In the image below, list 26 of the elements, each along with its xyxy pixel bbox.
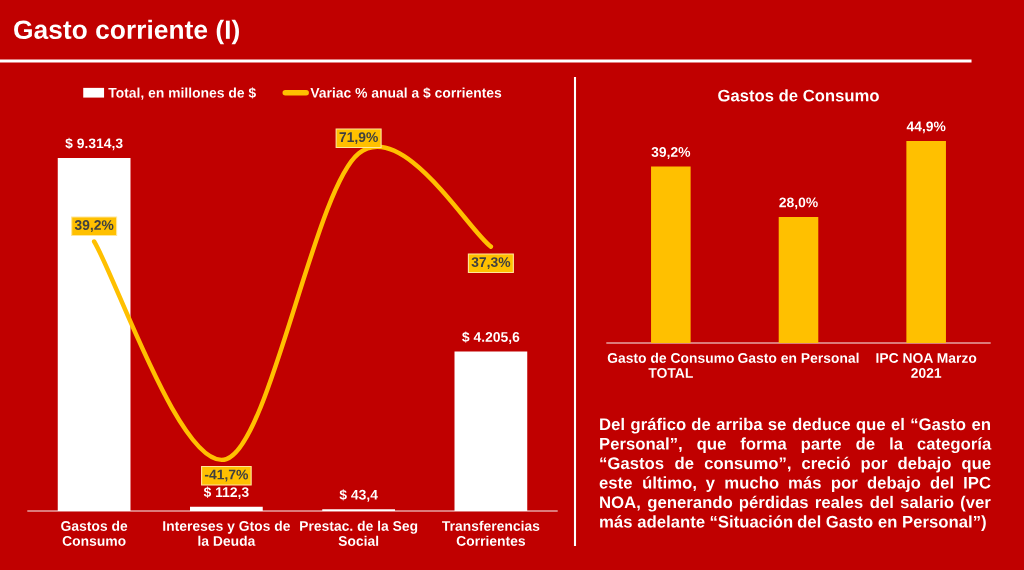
bar [57, 157, 131, 511]
data-label: 39,2% [651, 147, 691, 159]
data-label: 37,3% [471, 257, 511, 270]
chart-title: Gasto corriente (I) [14, 19, 239, 45]
x-tick-label: Gastos de Consumo [61, 520, 128, 546]
x-tick-label: Gasto en Personal [738, 352, 859, 363]
chart-title: Gastos de Consumo [718, 89, 879, 102]
data-label: 39,2% [74, 220, 114, 232]
x-tick-label: Intereses y Gtos de la Deuda [163, 520, 290, 546]
data-label: $ 112,3 [203, 486, 249, 500]
text: Del gráfico de arriba se deduce que el “Gasto en Personal”, que forma parte de la categoría “Gastos de consumo”, creció por debajo que este último, y mucho más por debajo del IPC NOA, generando pérdidas reales del salario (ver más adelante “Situación del Gasto en Personal”) [599, 417, 992, 531]
x-tick-label: Transferencias Corrientes [442, 520, 540, 546]
x-tick-label: IPC NOA Marzo 2021 [876, 353, 977, 378]
data-label: $ 9.314,3 [65, 137, 123, 151]
data-label: $ 4.205,6 [462, 331, 520, 344]
x-tick-label: Gasto de Consumo TOTAL [607, 352, 734, 378]
legend-label: Variac % anual a $ corrientes [310, 87, 502, 99]
bar [454, 351, 528, 511]
bar [190, 506, 263, 511]
data-label: 71,9% [339, 132, 378, 145]
data-label: 28,0% [779, 197, 818, 210]
x-tick-label: Prestac. de la Seg Social [300, 520, 418, 546]
legend-label: Total, en millones de $ [108, 87, 256, 100]
data-label: $ 43,4 [339, 489, 378, 502]
data-label: -41,7% [204, 469, 249, 482]
data-label: 44,9% [906, 121, 946, 134]
